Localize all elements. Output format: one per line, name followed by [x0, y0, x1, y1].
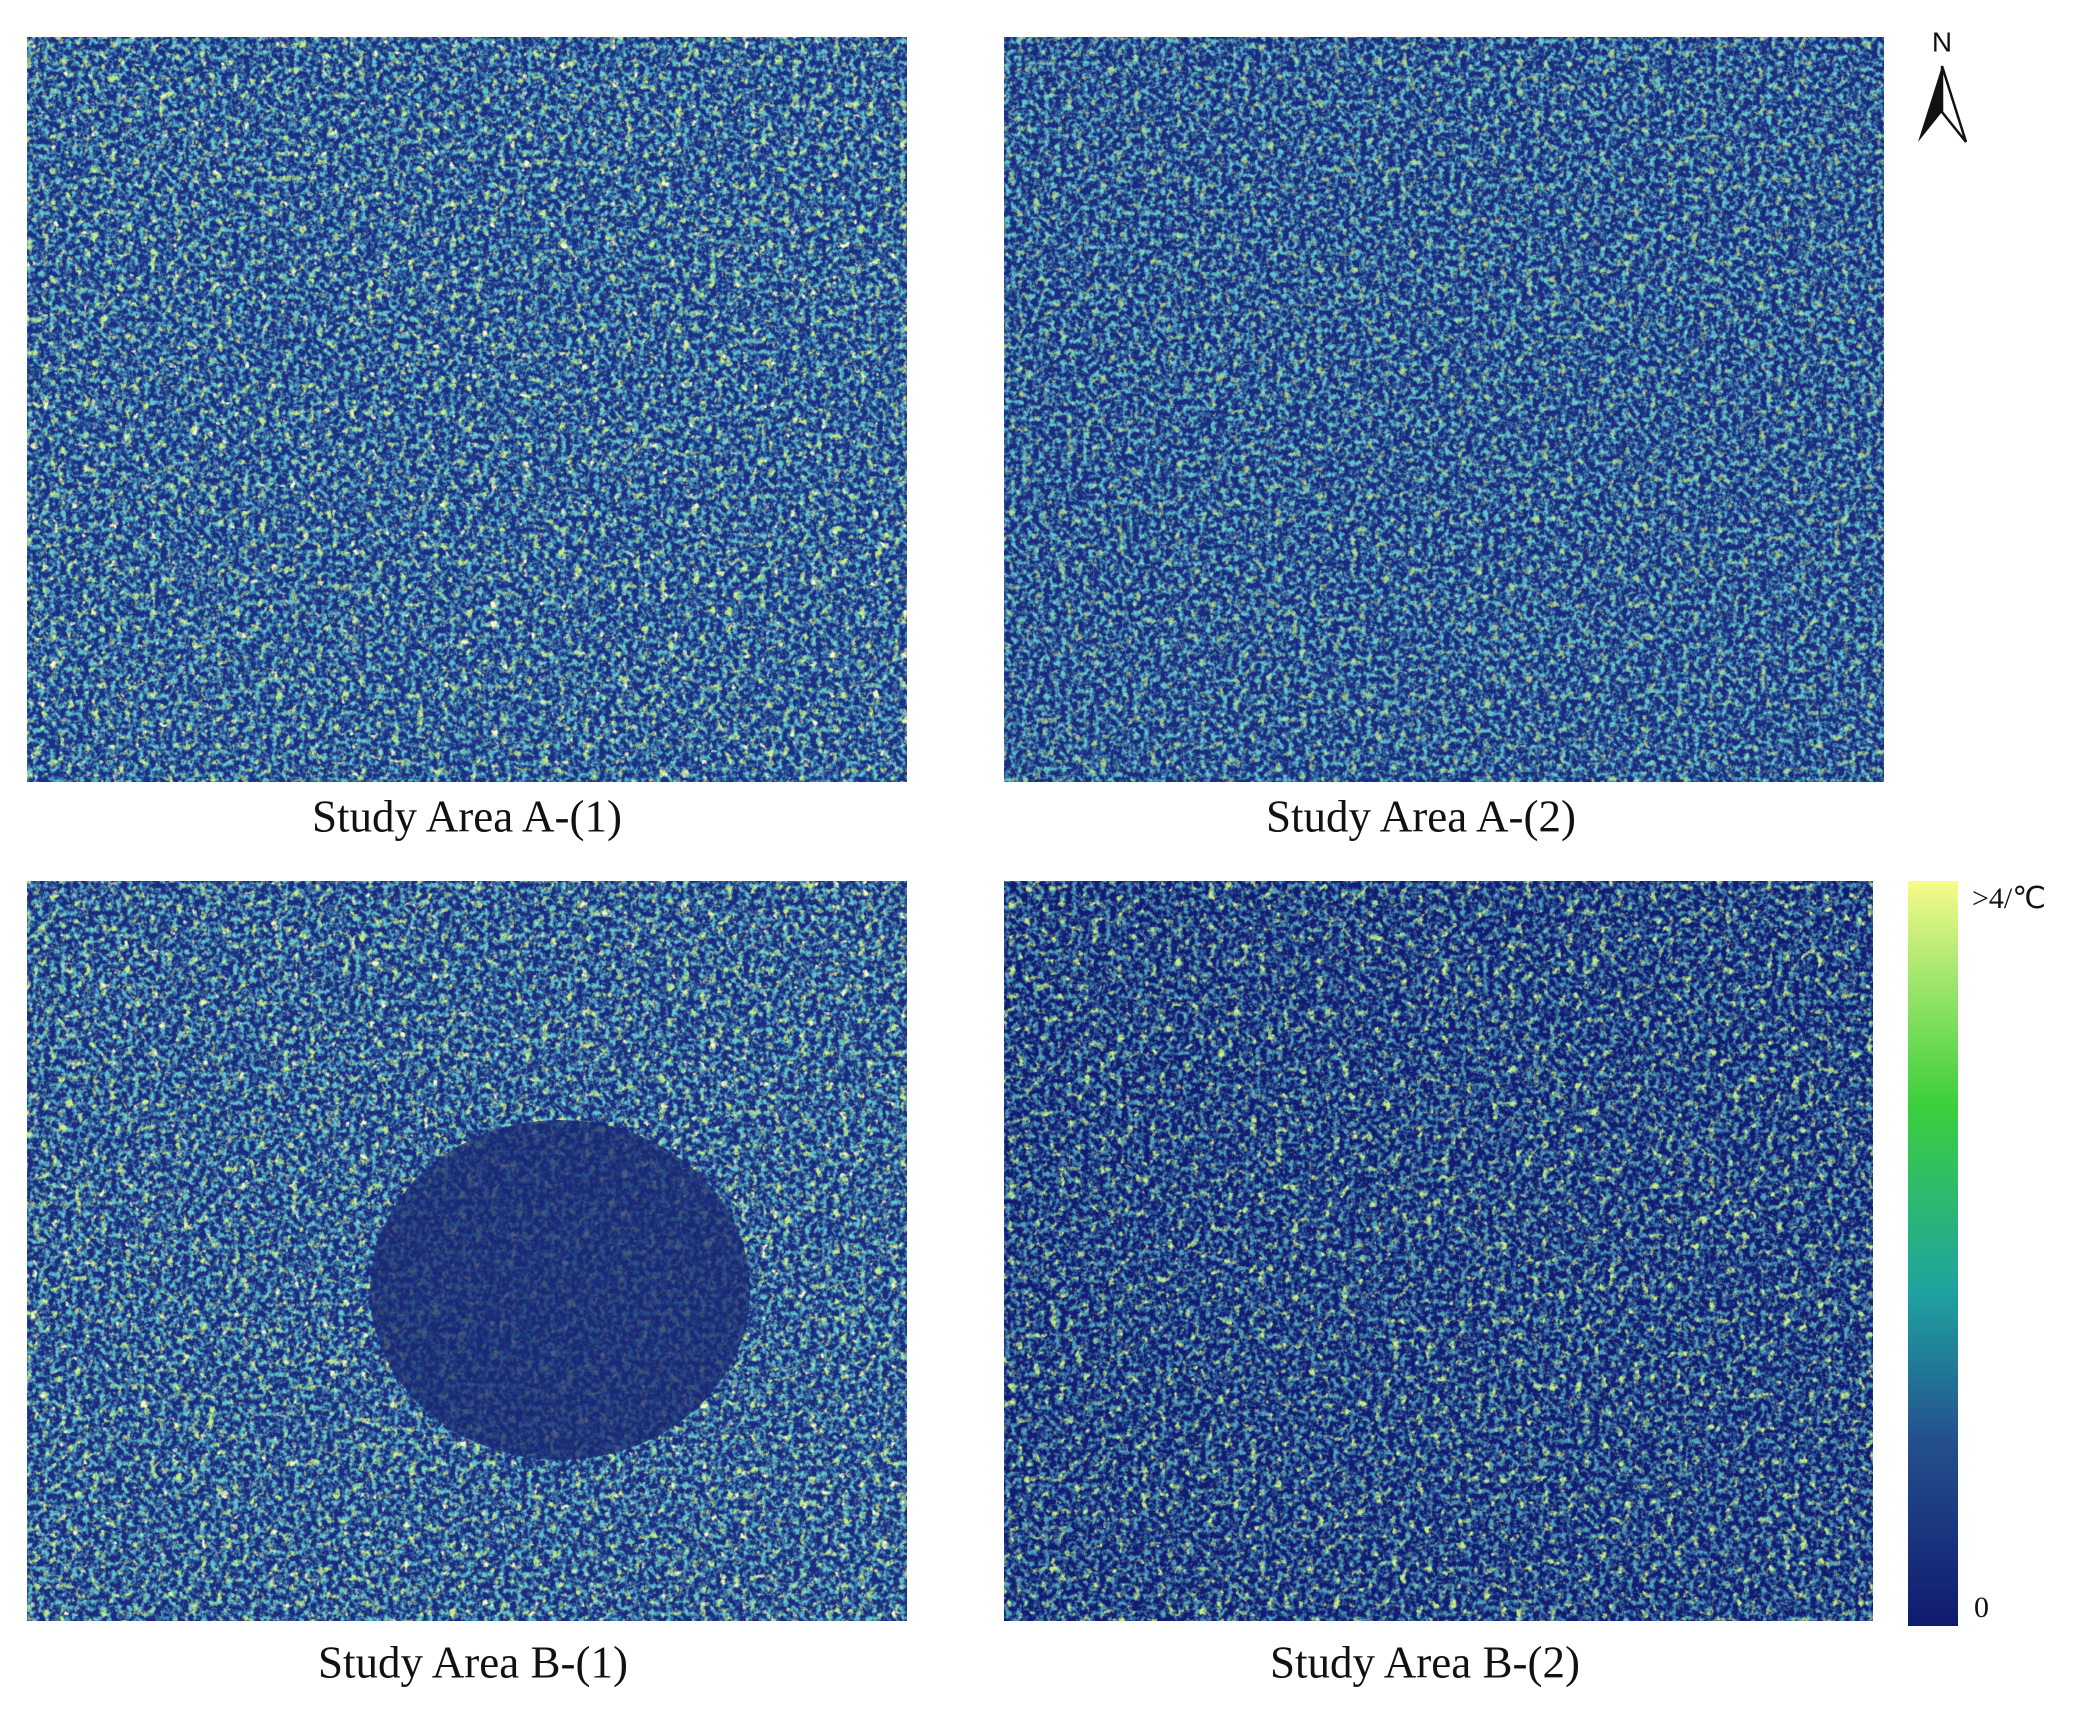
panel-a2: Study Area A-(2)	[1004, 37, 1884, 841]
dark-region	[370, 1120, 750, 1460]
panel-b2: Study Area B-(2)	[1004, 881, 1873, 1687]
arrow-left	[1918, 66, 1942, 142]
panel-caption: Study Area B-(1)	[318, 1637, 628, 1687]
panel-caption: Study Area A-(2)	[1266, 791, 1576, 841]
north-label: N	[1932, 26, 1952, 57]
legend-min-label: 0	[1974, 1591, 1989, 1624]
north-arrow: N	[1918, 26, 1968, 143]
legend-max-label: >4/℃	[1972, 882, 2046, 915]
raster-texture	[1004, 881, 1873, 1621]
colorbar	[1908, 881, 1958, 1626]
raster-texture	[1004, 37, 1884, 782]
panel-caption: Study Area A-(1)	[312, 791, 622, 841]
panel-a1: Study Area A-(1)	[27, 37, 907, 841]
panel-caption: Study Area B-(2)	[1270, 1637, 1580, 1687]
arrow-right	[1940, 65, 1968, 143]
legend: >4/℃ 0	[1908, 881, 2046, 1626]
panel-b1: Study Area B-(1)	[27, 881, 907, 1687]
raster-texture	[27, 37, 907, 782]
